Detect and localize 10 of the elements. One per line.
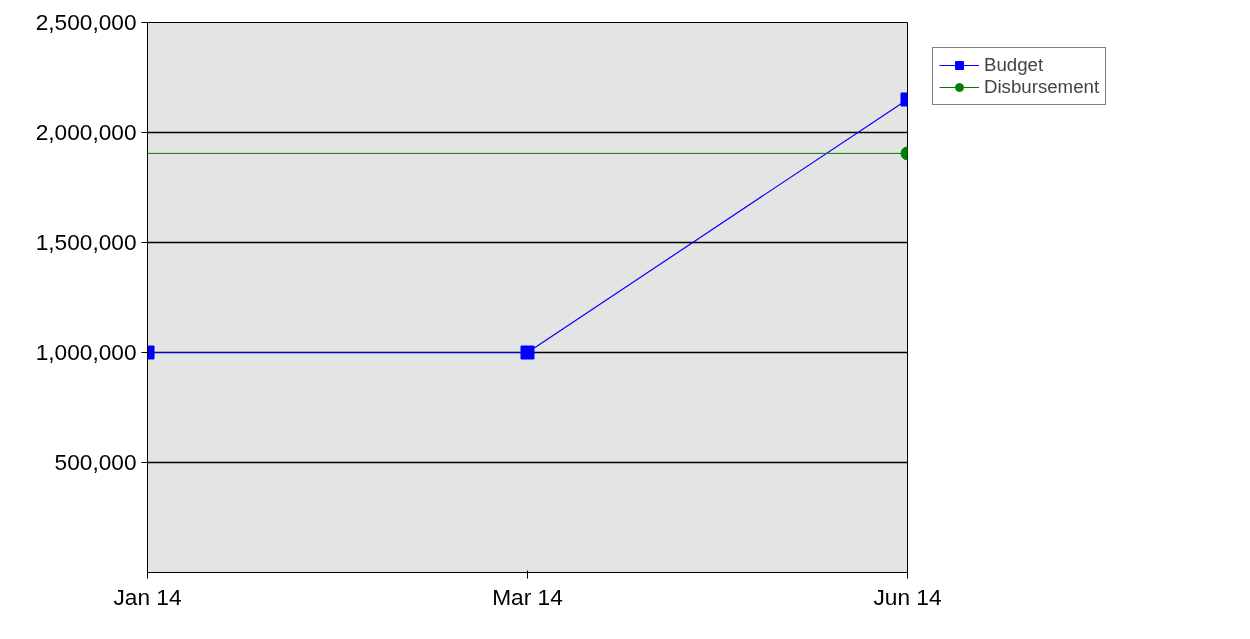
x-tick-label: Jun 14	[873, 583, 942, 610]
y-tick-label: 500,000	[54, 449, 137, 475]
y-tick-label: 2,000,000	[35, 119, 137, 145]
y-tick-label: 2,500,000	[35, 9, 137, 35]
x-tick-label: Jan 14	[113, 583, 182, 610]
legend-label: Disbursement	[984, 76, 1100, 98]
legend-label: Budget	[984, 54, 1044, 76]
x-tick-label: Mar 14	[492, 583, 563, 610]
y-tick-label: 1,500,000	[35, 229, 137, 255]
y-tick-label: 1,000,000	[35, 339, 137, 365]
